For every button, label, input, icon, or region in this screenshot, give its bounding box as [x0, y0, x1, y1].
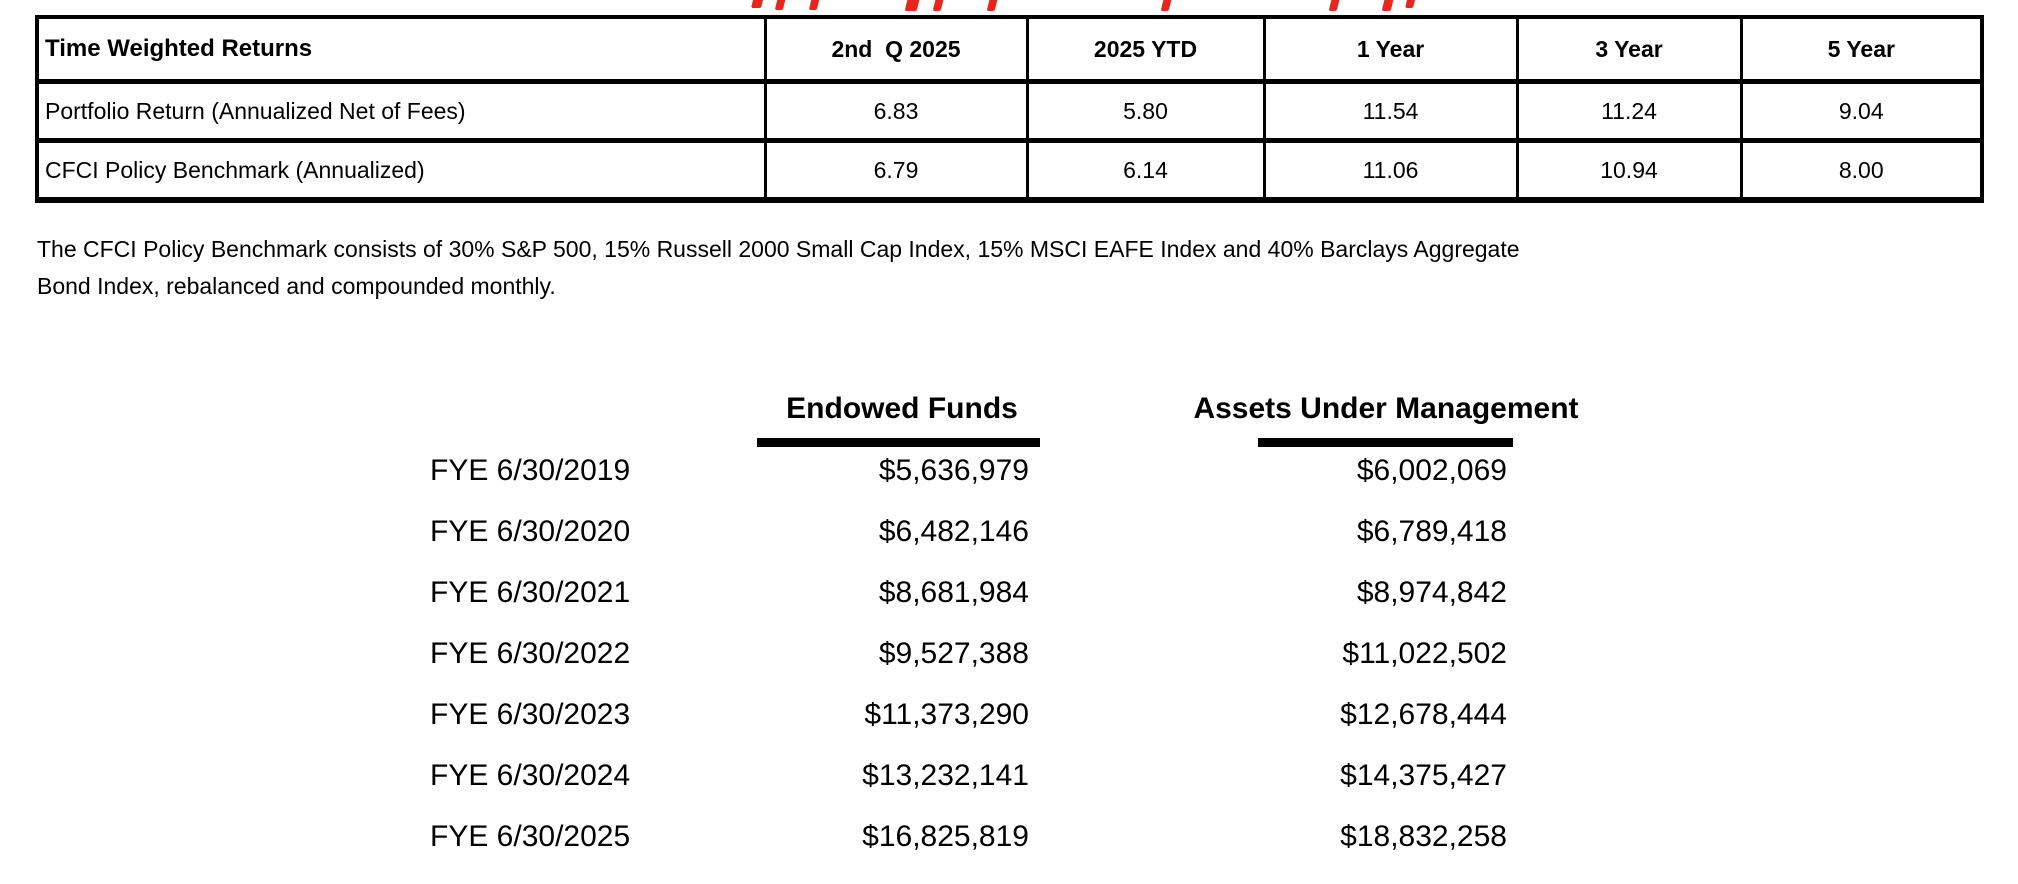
endowed-value: $6,482,146 — [878, 515, 1029, 548]
cell-value: 10.94 — [1515, 139, 1743, 203]
cell-value: 6.83 — [763, 80, 1029, 143]
aum-value: $14,375,427 — [1340, 759, 1507, 792]
cell-value: 11.54 — [1262, 80, 1519, 143]
cell-value: 5.80 — [1025, 80, 1266, 143]
funds-row-2020: FYE 6/30/2020 $6,482,146 $6,789,418 — [0, 501, 2018, 562]
funds-rows: FYE 6/30/2019 $5,636,979 $6,002,069 FYE … — [0, 440, 2018, 867]
cell-value: 8.00 — [1739, 139, 1984, 203]
aum-value: $18,832,258 — [1340, 820, 1507, 853]
assets-under-management-header: Assets Under Management — [1193, 392, 1579, 425]
fye-label: FYE 6/30/2022 — [430, 637, 631, 670]
endowed-value: $8,681,984 — [878, 576, 1029, 609]
row-label: Portfolio Return (Annualized Net of Fees… — [35, 80, 767, 143]
fye-label: FYE 6/30/2025 — [430, 820, 631, 853]
funds-row-2022: FYE 6/30/2022 $9,527,388 $11,022,502 — [0, 623, 2018, 684]
col-header-5-year: 5 Year — [1739, 15, 1984, 84]
fye-label: FYE 6/30/2023 — [430, 698, 631, 731]
endowed-value: $9,527,388 — [878, 637, 1029, 670]
assets-under-management-underline — [1258, 438, 1513, 447]
aum-value: $11,022,502 — [1342, 637, 1507, 670]
aum-value: $12,678,444 — [1340, 698, 1507, 731]
aum-value: $6,002,069 — [1356, 454, 1507, 487]
funds-row-2025: FYE 6/30/2025 $16,825,819 $18,832,258 — [0, 806, 2018, 867]
returns-header-row: Time Weighted Returns 2nd Q 2025 2025 YT… — [35, 15, 1984, 84]
endowed-funds-underline — [757, 438, 1040, 447]
cell-value: 11.24 — [1515, 80, 1743, 143]
cell-value: 11.06 — [1262, 139, 1519, 203]
funds-row-2021: FYE 6/30/2021 $8,681,984 $8,974,842 — [0, 562, 2018, 623]
endowed-value: $13,232,141 — [862, 759, 1029, 792]
fye-label: FYE 6/30/2024 — [430, 759, 631, 792]
endowed-value: $16,825,819 — [862, 820, 1029, 853]
fye-label: FYE 6/30/2019 — [430, 454, 631, 487]
col-header-2nd-q-2025: 2nd Q 2025 — [763, 15, 1029, 84]
funds-row-2023: FYE 6/30/2023 $11,373,290 $12,678,444 — [0, 684, 2018, 745]
benchmark-note: The CFCI Policy Benchmark consists of 30… — [37, 236, 1520, 299]
col-header-1-year: 1 Year — [1262, 15, 1519, 84]
fye-label: FYE 6/30/2021 — [430, 576, 631, 609]
cell-value: 6.14 — [1025, 139, 1266, 203]
funds-row-2019: FYE 6/30/2019 $5,636,979 $6,002,069 — [0, 440, 2018, 501]
aum-value: $6,789,418 — [1356, 515, 1507, 548]
col-header-2025-ytd: 2025 YTD — [1025, 15, 1266, 84]
endowed-funds-header: Endowed Funds — [786, 392, 1018, 425]
cell-value: 6.79 — [763, 139, 1029, 203]
fye-label: FYE 6/30/2020 — [430, 515, 631, 548]
aum-value: $8,974,842 — [1356, 576, 1507, 609]
funds-row-2024: FYE 6/30/2024 $13,232,141 $14,375,427 — [0, 745, 2018, 806]
cell-value: 9.04 — [1739, 80, 1984, 143]
time-weighted-returns-table: Time Weighted Returns 2nd Q 2025 2025 YT… — [35, 15, 1984, 203]
table-row-cfci-benchmark: CFCI Policy Benchmark (Annualized) 6.79 … — [35, 139, 1984, 203]
returns-table-title: Time Weighted Returns — [35, 15, 767, 84]
table-row-portfolio-return: Portfolio Return (Annualized Net of Fees… — [35, 80, 1984, 143]
row-label: CFCI Policy Benchmark (Annualized) — [35, 139, 767, 203]
endowed-value: $5,636,979 — [878, 454, 1029, 487]
endowed-value: $11,373,290 — [864, 698, 1029, 731]
col-header-3-year: 3 Year — [1515, 15, 1743, 84]
